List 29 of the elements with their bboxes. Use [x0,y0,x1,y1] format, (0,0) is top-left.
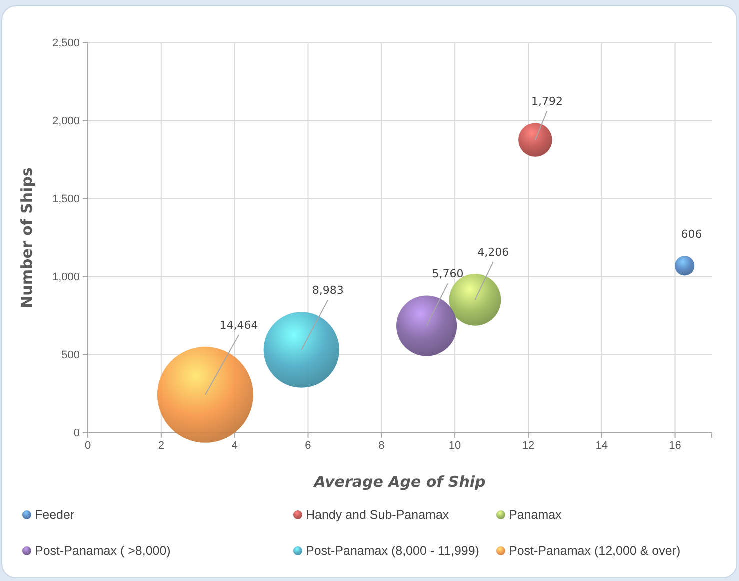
x-axis-title: Average Age of Ship [313,473,486,491]
y-tick-label: 2,500 [52,38,80,50]
legend-label: Handy and Sub-Panamax [306,508,450,522]
data-label: 5,760 [432,268,464,281]
y-tick-label: 1,000 [52,272,80,284]
data-label: 606 [681,228,702,242]
y-tick-label: 1,500 [52,194,80,206]
data-label: 1,792 [532,95,564,108]
legend-label: Feeder [35,508,75,522]
legend-label: Panamax [509,508,563,522]
x-tick-label: 14 [596,440,608,452]
y-axis-title: Number of Ships [18,168,36,308]
data-label: 14,464 [220,318,258,332]
legend-label: Post-Panamax ( >8,000) [35,544,171,558]
y-tick-label: 500 [62,350,80,362]
y-tick-label: 2,000 [52,116,80,128]
data-label: 8,983 [312,284,344,298]
x-tick-label: 10 [448,440,462,452]
x-tick-label: 0 [84,440,92,452]
x-tick-label: 12 [522,440,535,452]
x-tick-label: 4 [232,440,238,452]
legend-label: Post-Panamax (12,000 & over) [509,544,681,558]
legend-label: Post-Panamax (8,000 - 11,999) [306,544,480,558]
x-tick-label: 8 [378,440,385,452]
y-tick-label: 0 [74,428,80,440]
data-label: 4,206 [478,246,510,260]
x-tick-label: 2 [158,440,164,452]
x-tick-label: 6 [305,440,312,452]
x-tick-label: 16 [669,440,682,452]
